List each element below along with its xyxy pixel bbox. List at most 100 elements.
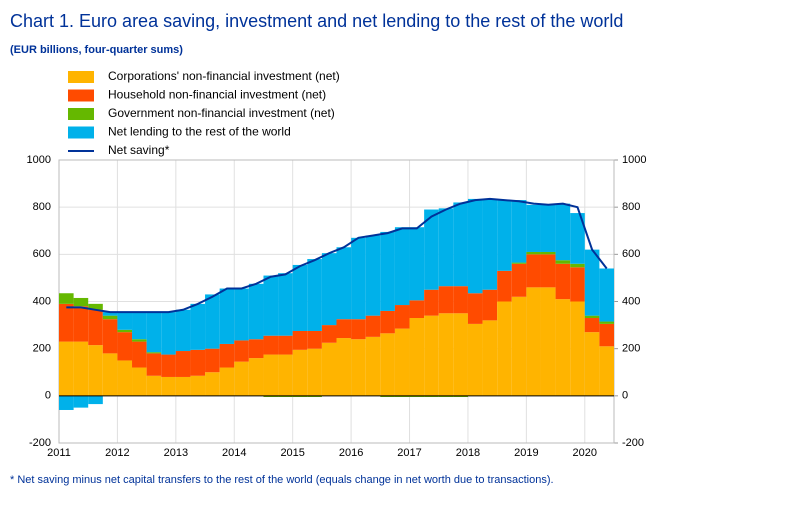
y-tick-label: 1000 (27, 154, 51, 166)
bar-segment (102, 353, 118, 396)
y2-tick-label: 0 (622, 390, 628, 402)
bar-segment (190, 375, 206, 396)
legend-swatch (68, 71, 94, 83)
bar-segment (540, 204, 556, 252)
legend-label: Government non-financial investment (net… (108, 106, 335, 120)
bar-segment (117, 329, 133, 333)
bar-segment (570, 263, 585, 268)
bar-segment (497, 270, 512, 302)
bar-segment (497, 200, 512, 271)
bar-segment (453, 395, 468, 398)
bar-segment (234, 340, 249, 362)
y-tick-label: 800 (33, 201, 51, 213)
bar-segment (278, 395, 293, 398)
bar-segment (161, 354, 176, 377)
bar-segment (570, 301, 585, 396)
x-tick-label: 2013 (164, 447, 188, 459)
line-series (66, 197, 608, 314)
bar-segment (132, 339, 147, 342)
x-tick-label: 2020 (573, 447, 597, 459)
legend-swatch (68, 89, 94, 102)
legend-swatch (68, 126, 94, 139)
bar-segment (540, 251, 556, 255)
bar-segment (599, 323, 614, 347)
bar-segment (394, 227, 410, 306)
bar-segment (102, 312, 118, 316)
bar-segment (292, 264, 308, 331)
bar-segment (555, 260, 571, 264)
bar-segment (278, 273, 293, 336)
bar-segment (482, 198, 498, 290)
bar-segment (205, 372, 220, 396)
bar-segment (205, 348, 220, 373)
legend-swatch (68, 108, 94, 120)
legend-label: Net lending to the rest of the world (108, 125, 291, 139)
bar-segment (584, 315, 600, 319)
bar-segment (409, 227, 425, 301)
bar-segment (380, 231, 395, 311)
bar-segment (190, 349, 206, 376)
bar-segment (263, 354, 279, 396)
bar-segment (88, 395, 103, 405)
bar-segment (336, 247, 352, 320)
bar-segment (73, 341, 89, 396)
y2-tick-label: 600 (622, 248, 640, 260)
x-tick-label: 2019 (514, 447, 538, 459)
bar-segment (146, 353, 162, 376)
x-tick-label: 2015 (280, 447, 304, 459)
bar-segment (409, 300, 425, 319)
bar-segment (394, 395, 410, 398)
bar-segment (467, 293, 483, 324)
y-tick-label: 0 (45, 390, 51, 402)
bar-segment (190, 303, 206, 350)
bar-segment (482, 289, 498, 321)
bar-segment (570, 213, 585, 264)
bar-segment (219, 343, 235, 368)
bar-segment (351, 339, 366, 396)
bar-segment (336, 338, 352, 396)
bar-segment (73, 297, 89, 307)
bar-segment (482, 320, 498, 396)
x-tick-label: 2017 (397, 447, 421, 459)
x-tick-label: 2014 (222, 447, 246, 459)
bar-segment (117, 360, 133, 396)
bar-segment (234, 361, 249, 396)
bar-segment (59, 293, 74, 304)
bar-segment (88, 345, 103, 396)
bar-segment (132, 312, 147, 340)
bar-segment (321, 253, 337, 326)
bar-segment (292, 395, 308, 398)
bar-segment (59, 341, 74, 396)
legend-label: Net saving* (108, 143, 170, 157)
bar-segment (351, 319, 366, 340)
bar-segment (278, 335, 293, 355)
bar-segment (175, 376, 191, 396)
bar-segment (540, 254, 556, 288)
bar-segment (467, 323, 483, 396)
bar-segment (234, 288, 249, 341)
legend-label: Corporations' non-financial investment (… (108, 69, 340, 83)
bar-segment (511, 200, 527, 263)
bar-segment (599, 321, 614, 324)
bar-segment (438, 313, 454, 396)
bar-segment (132, 367, 147, 396)
bar-segment (88, 309, 103, 346)
bar-segment (453, 313, 468, 396)
bar-segment (540, 287, 556, 396)
bar-segment (117, 332, 133, 361)
bar-segment (146, 352, 162, 354)
chart-subtitle: (EUR billions, four-quarter sums) (10, 44, 183, 56)
y-tick-label: 600 (33, 248, 51, 260)
bar-segment (453, 202, 468, 287)
bar-segment (511, 263, 527, 297)
bar-segment (570, 267, 585, 302)
bar-segment (438, 395, 454, 398)
bar-segment (497, 301, 512, 396)
bar-segment (555, 299, 571, 396)
bar-segment (88, 303, 103, 310)
bar-segment (307, 330, 322, 349)
bar-segment (599, 268, 614, 322)
bar-segment (59, 303, 74, 342)
x-tick-label: 2016 (339, 447, 363, 459)
y2-tick-label: 400 (622, 295, 640, 307)
